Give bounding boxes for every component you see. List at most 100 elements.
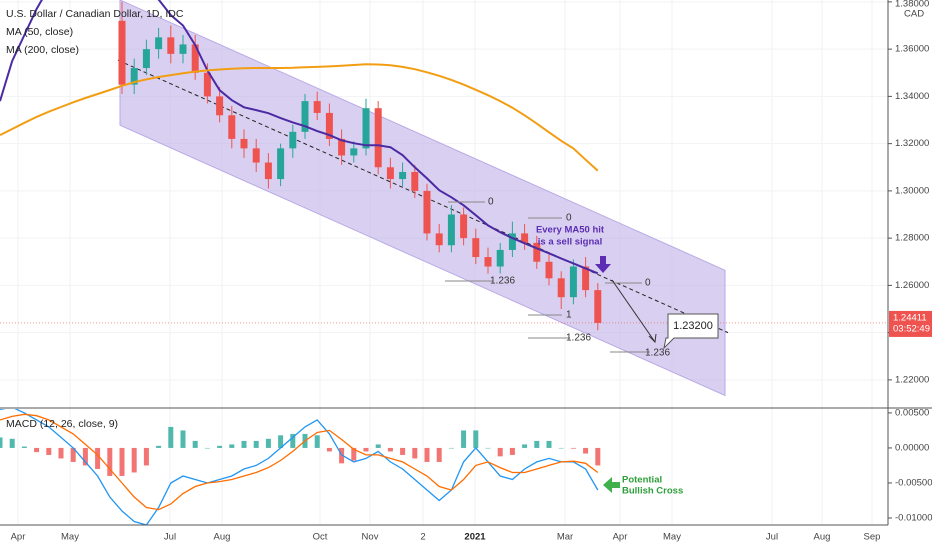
histogram-bar [241, 440, 247, 448]
histogram-bar [265, 438, 271, 448]
fib-label: 0 [566, 213, 572, 224]
histogram-bar [509, 447, 515, 455]
candle-body [386, 167, 394, 180]
price-pane [0, 0, 888, 397]
candle-body [521, 233, 529, 243]
histogram-bar [570, 447, 576, 449]
annotation-line: Every MA50 hit [536, 225, 605, 236]
candle-body [155, 37, 163, 50]
candle-body [569, 266, 577, 298]
legend-ma50: MA (50, close) [6, 26, 73, 38]
macd-pane [0, 409, 601, 525]
histogram-bar [326, 447, 332, 452]
histogram-bar [314, 435, 320, 448]
x-tick-label: May [61, 532, 79, 543]
purple-arrow [595, 256, 611, 273]
histogram-bar [95, 447, 101, 469]
currency-label: CAD [904, 9, 924, 20]
histogram-bar [522, 444, 528, 448]
candle-body [472, 238, 480, 258]
candle-body [338, 138, 346, 156]
candle-body [594, 290, 602, 323]
fib-label: 0 [645, 278, 651, 289]
candle-body [435, 233, 443, 246]
candle-body [411, 171, 419, 191]
histogram-bar [143, 447, 149, 466]
projection-arrowhead [648, 333, 657, 344]
histogram-bar [583, 447, 589, 454]
candle-body [350, 148, 358, 156]
candle-body [289, 131, 297, 149]
x-tick-label: Apr [11, 532, 26, 543]
histogram-bar [351, 447, 357, 461]
histogram-bar [375, 444, 381, 448]
chart-title: U.S. Dollar / Canadian Dollar, 1D, IDC [6, 8, 184, 20]
candle-body [374, 108, 382, 168]
histogram-bar [107, 447, 113, 476]
green-arrow [603, 477, 620, 493]
x-tick-label: Aug [214, 532, 231, 543]
legend-ma200: MA (200, close) [6, 44, 79, 56]
labels: U.S. Dollar / Canadian Dollar, 1D, IDC M… [6, 0, 932, 543]
y-tick-label: 1.32000 [895, 138, 929, 149]
annotation-line: is a sell signal [538, 237, 602, 248]
drawings [0, 0, 932, 526]
candle-body [484, 257, 492, 267]
candle-body [447, 214, 455, 246]
x-tick-label: Sep [864, 532, 881, 543]
histogram-bar [0, 437, 3, 448]
histogram-bar [387, 447, 393, 452]
x-tick-label: Aug [814, 532, 831, 543]
histogram-bar [363, 447, 369, 452]
candle-body [557, 278, 565, 298]
histogram-bar [400, 447, 406, 455]
candle-body [264, 162, 272, 180]
y-tick-label: 0.00500 [895, 407, 929, 418]
histogram-bar [448, 447, 454, 449]
histogram-bar [70, 447, 76, 462]
candle-body [216, 96, 224, 116]
y-tick-label: 1.36000 [895, 44, 929, 55]
fib-label: 1.236 [645, 348, 670, 359]
target-label: 1.23200 [673, 320, 713, 332]
annotation-line: Potential [622, 475, 662, 486]
candle-body [362, 108, 370, 149]
histogram-bar [546, 440, 552, 448]
histogram-bar [34, 447, 40, 453]
y-tick-label: 1.26000 [895, 280, 929, 291]
macd-line [0, 409, 599, 525]
histogram-bar [180, 430, 186, 448]
candle-body [325, 112, 333, 139]
histogram-bar [119, 447, 125, 476]
candle-body [582, 266, 590, 291]
candle-body [203, 72, 211, 97]
projection-line [611, 279, 656, 343]
y-tick-label: 1.30000 [895, 185, 929, 196]
fib-label: 0 [488, 197, 494, 208]
histogram-bar [58, 447, 64, 459]
candle-body [277, 148, 285, 180]
candle-body [130, 68, 138, 85]
candle-body [167, 37, 175, 54]
histogram-bar [9, 438, 15, 448]
y-tick-label: -0.01000 [895, 513, 932, 524]
channel-midline [117, 59, 729, 334]
candle-body [508, 233, 516, 250]
histogram-bar [558, 447, 564, 449]
ma-line [0, 0, 599, 275]
histogram-bar [424, 447, 430, 462]
y-tick-label: 1.28000 [895, 233, 929, 244]
candle-body [179, 44, 187, 54]
histogram-bar [46, 447, 52, 455]
histogram-bar [131, 447, 137, 473]
histogram-bar [192, 440, 198, 448]
histogram-bar [290, 433, 296, 448]
y-tick-label: 1.34000 [895, 91, 929, 102]
y-tick-label: 0.00000 [895, 442, 929, 453]
histogram-bar [168, 426, 174, 448]
x-tick-label: Jul [766, 532, 778, 543]
macd-title: MACD (12, 26, close, 9) [6, 418, 118, 430]
x-tick-label: Nov [362, 532, 379, 543]
candle-body [118, 20, 126, 85]
